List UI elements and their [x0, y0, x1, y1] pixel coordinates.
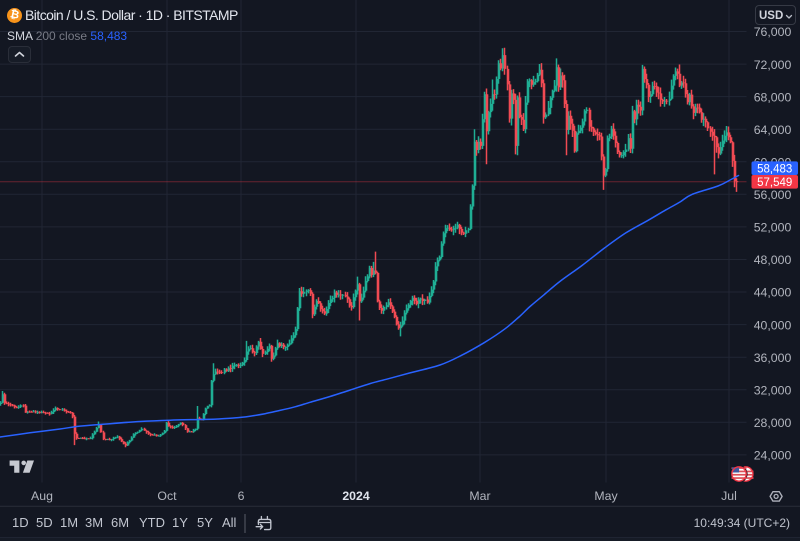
svg-text:76,000: 76,000 — [754, 25, 792, 39]
svg-text:58,483: 58,483 — [757, 163, 792, 175]
svg-text:24,000: 24,000 — [754, 449, 792, 463]
svg-text:Mar: Mar — [469, 489, 490, 503]
svg-text:Jul: Jul — [721, 489, 737, 503]
svg-text:44,000: 44,000 — [754, 286, 792, 300]
svg-text:6: 6 — [238, 489, 245, 503]
svg-text:52,000: 52,000 — [754, 221, 792, 235]
svg-text:40,000: 40,000 — [754, 318, 792, 332]
svg-text:68,000: 68,000 — [754, 90, 792, 104]
svg-text:56,000: 56,000 — [754, 188, 792, 202]
svg-text:Aug: Aug — [31, 489, 53, 503]
svg-text:48,000: 48,000 — [754, 253, 792, 267]
svg-text:32,000: 32,000 — [754, 384, 792, 398]
svg-text:64,000: 64,000 — [754, 123, 792, 137]
svg-text:May: May — [594, 489, 618, 503]
svg-text:2024: 2024 — [342, 489, 370, 503]
svg-text:57,549: 57,549 — [757, 177, 792, 189]
svg-text:72,000: 72,000 — [754, 58, 792, 72]
svg-text:Oct: Oct — [157, 489, 177, 503]
svg-text:36,000: 36,000 — [754, 351, 792, 365]
svg-text:28,000: 28,000 — [754, 416, 792, 430]
